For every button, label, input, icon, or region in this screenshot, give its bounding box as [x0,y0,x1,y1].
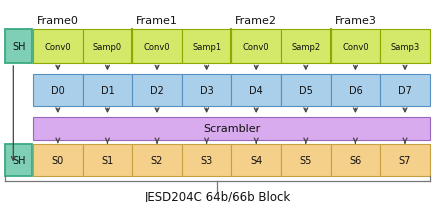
Text: JESD204C 64b/66b Block: JESD204C 64b/66b Block [144,190,290,202]
Bar [132,144,181,176]
Text: Conv0: Conv0 [341,42,368,52]
Text: Frame1: Frame1 [136,16,178,26]
Bar [132,30,181,64]
Text: Conv0: Conv0 [143,42,170,52]
Text: Frame2: Frame2 [235,16,276,26]
Text: Samp0: Samp0 [93,42,122,52]
Bar [330,75,379,106]
Text: D4: D4 [249,85,263,95]
Bar [280,75,330,106]
Text: Frame0: Frame0 [37,16,79,26]
Text: D6: D6 [348,85,362,95]
Text: D1: D1 [100,85,114,95]
Text: D3: D3 [199,85,213,95]
Text: Conv0: Conv0 [44,42,71,52]
Bar [231,30,280,64]
Bar [379,30,429,64]
Bar [33,30,82,64]
Bar [231,75,280,106]
Bar [379,144,429,176]
Text: SH: SH [12,42,26,52]
Text: Conv0: Conv0 [242,42,269,52]
Bar [231,144,280,176]
Bar [5,144,32,176]
Bar [330,30,379,64]
Text: Scrambler: Scrambler [202,124,260,134]
Bar [280,144,330,176]
Text: S0: S0 [52,155,64,165]
Text: S3: S3 [200,155,212,165]
Bar [181,75,231,106]
Text: Frame3: Frame3 [334,16,375,26]
Text: Samp3: Samp3 [389,42,419,52]
Bar [330,144,379,176]
Bar [181,144,231,176]
Text: D7: D7 [397,85,411,95]
Text: S5: S5 [299,155,311,165]
Text: S4: S4 [250,155,262,165]
Text: S6: S6 [349,155,361,165]
Bar [5,30,32,64]
Bar [33,144,82,176]
Bar [379,75,429,106]
Text: D5: D5 [298,85,312,95]
Bar [132,75,181,106]
Text: Samp2: Samp2 [291,42,319,52]
Bar [82,75,132,106]
Bar [33,117,429,140]
Bar [82,30,132,64]
Text: SH: SH [12,155,26,165]
Bar [280,30,330,64]
Bar [82,144,132,176]
Bar [181,30,231,64]
Text: D2: D2 [150,85,164,95]
Text: S7: S7 [398,155,410,165]
Bar [33,75,82,106]
Text: S2: S2 [151,155,163,165]
Text: Samp1: Samp1 [192,42,220,52]
Text: D0: D0 [51,85,65,95]
Text: S1: S1 [101,155,113,165]
